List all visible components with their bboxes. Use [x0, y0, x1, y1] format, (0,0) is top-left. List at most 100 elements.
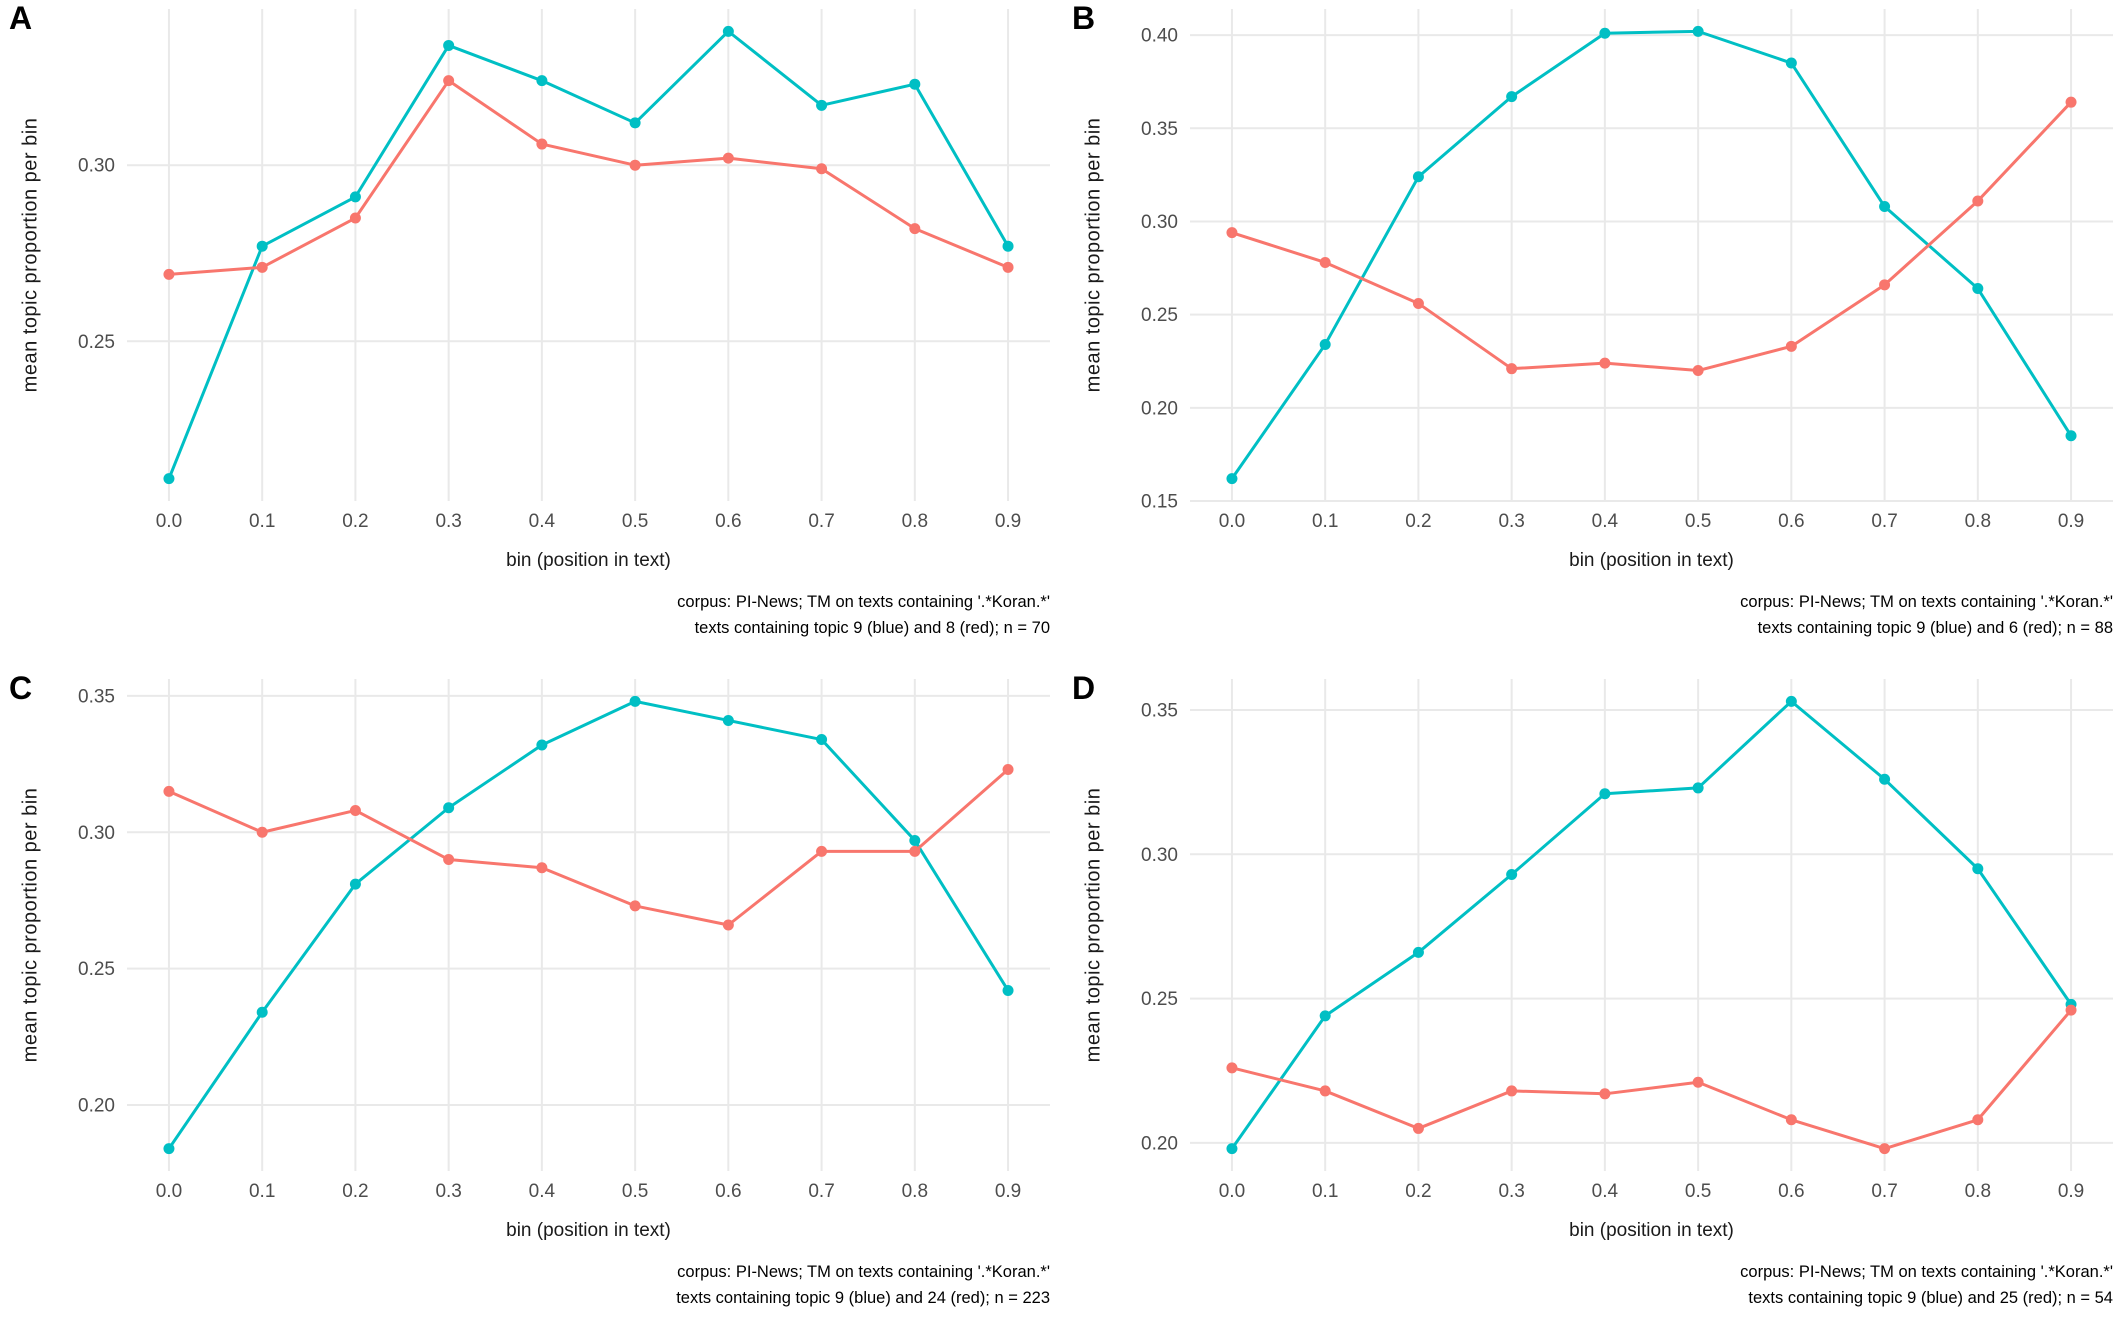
y-tick-label: 0.30 — [78, 156, 115, 177]
x-tick-label: 0.5 — [622, 1181, 648, 1202]
x-tick-label: 0.2 — [1405, 511, 1431, 532]
red-data-point — [2065, 1004, 2077, 1016]
x-tick-label: 0.3 — [435, 511, 461, 532]
y-tick-label: 0.15 — [1141, 492, 1178, 513]
x-tick-label: 0.2 — [342, 511, 368, 532]
x-tick-label: 0.9 — [2058, 1181, 2084, 1202]
blue-data-point — [1972, 863, 1984, 875]
blue-data-point — [1319, 1010, 1331, 1022]
red-data-point — [163, 785, 175, 797]
blue-data-point — [1002, 984, 1014, 996]
y-tick-label: 0.25 — [78, 959, 115, 980]
y-tick-label: 0.25 — [1141, 305, 1178, 326]
blue-data-point — [1692, 25, 1704, 37]
blue-data-point — [1412, 171, 1424, 183]
x-tick-label: 0.4 — [529, 511, 556, 532]
blue-data-point — [349, 191, 361, 203]
panel-b: B mean topic proportion per bin 0.0 0.1 0.… — [1063, 0, 2126, 670]
blue-data-point — [629, 117, 641, 129]
blue-data-point — [1879, 773, 1891, 785]
red-data-point — [256, 261, 268, 273]
red-data-point — [443, 854, 455, 866]
blue-topic-line — [1230, 29, 2073, 481]
blue-data-point — [1692, 782, 1704, 794]
red-data-point — [722, 919, 734, 931]
red-data-point — [349, 212, 361, 224]
red-data-point — [909, 845, 921, 857]
red-data-point — [722, 152, 734, 164]
y-tick-label: 0.35 — [1141, 701, 1178, 722]
x-tick-label: 0.6 — [715, 1181, 741, 1202]
blue-data-point — [2065, 430, 2077, 442]
y-tick-label: 0.25 — [78, 332, 115, 353]
blue-data-point — [816, 99, 828, 111]
blue-data-point — [722, 714, 734, 726]
red-data-point — [1785, 1114, 1797, 1126]
red-data-point — [1319, 256, 1331, 268]
x-tick-label: 0.4 — [529, 1181, 556, 1202]
red-data-point — [1599, 357, 1611, 369]
blue-data-point — [256, 240, 268, 252]
red-data-point — [1412, 297, 1424, 309]
red-topic-line — [167, 768, 1010, 927]
y-tick-label: 0.30 — [1141, 845, 1178, 866]
x-tick-label: 0.6 — [1778, 511, 1804, 532]
caption-line-1: corpus: PI-News; TM on texts containing … — [677, 1263, 1050, 1281]
blue-data-point — [443, 802, 455, 814]
x-tick-label: 0.4 — [1592, 511, 1619, 532]
red-data-point — [909, 223, 921, 235]
red-data-point — [1226, 227, 1238, 239]
red-topic-line — [1230, 1008, 2073, 1151]
red-data-point — [1972, 195, 1984, 207]
blue-data-point — [1319, 338, 1331, 350]
blue-data-point — [536, 75, 548, 87]
red-data-point — [1506, 363, 1518, 375]
x-tick-label: 0.1 — [249, 1181, 275, 1202]
y-tick-label: 0.35 — [1141, 119, 1178, 140]
blue-data-point — [1879, 201, 1891, 213]
caption: corpus: PI-News; TM on texts containing … — [1740, 590, 2113, 641]
x-tick-label: 0.3 — [1498, 511, 1524, 532]
y-tick-label: 0.30 — [78, 823, 115, 844]
x-tick-label: 0.5 — [1685, 511, 1711, 532]
y-tick-label: 0.35 — [78, 686, 115, 707]
red-data-point — [1319, 1085, 1331, 1097]
red-data-point — [1599, 1088, 1611, 1100]
x-tick-label: 0.7 — [808, 1181, 834, 1202]
red-data-point — [1879, 1143, 1891, 1155]
red-data-point — [1692, 1076, 1704, 1088]
x-tick-label: 0.3 — [435, 1181, 461, 1202]
panel-label-a: A — [9, 0, 33, 36]
red-data-point — [163, 268, 175, 280]
blue-data-point — [1972, 283, 1984, 295]
blue-data-point — [1226, 1143, 1238, 1155]
x-tick-label: 0.8 — [1965, 1181, 1991, 1202]
blue-data-point — [1599, 27, 1611, 39]
blue-data-point — [1599, 788, 1611, 800]
x-tick-label: 0.5 — [1685, 1181, 1711, 1202]
red-data-point — [816, 845, 828, 857]
line-chart-panel-a: 0.0 0.1 0.2 0.3 0.4 0.5 0.6 0.7 0.8 0.9 0.25 0.30 — [78, 9, 1050, 532]
panel-label-d: D — [1072, 670, 1096, 706]
y-tick-label: 0.20 — [78, 1096, 115, 1117]
red-data-point — [536, 138, 548, 150]
blue-topic-line — [167, 29, 1010, 481]
red-data-point — [1412, 1122, 1424, 1134]
x-tick-label: 0.9 — [2058, 511, 2084, 532]
x-axis-title: bin (position in text) — [1569, 1220, 1734, 1241]
x-tick-label: 0.9 — [995, 1181, 1021, 1202]
y-tick-label: 0.25 — [1141, 989, 1178, 1010]
blue-data-point — [909, 78, 921, 90]
red-data-point — [443, 75, 455, 87]
blue-data-point — [1412, 946, 1424, 958]
blue-data-point — [1785, 695, 1797, 707]
line-chart-panel-c: 0.0 0.1 0.2 0.3 0.4 0.5 0.6 0.7 0.8 0.9 0.20 0.25 0.… — [78, 679, 1050, 1202]
caption-line-1: corpus: PI-News; TM on texts containing … — [1740, 1263, 2113, 1281]
x-tick-label: 0.4 — [1592, 1181, 1619, 1202]
blue-data-point — [629, 695, 641, 707]
red-data-point — [2065, 96, 2077, 108]
caption-line-1: corpus: PI-News; TM on texts containing … — [1740, 593, 2113, 611]
red-data-point — [816, 163, 828, 175]
